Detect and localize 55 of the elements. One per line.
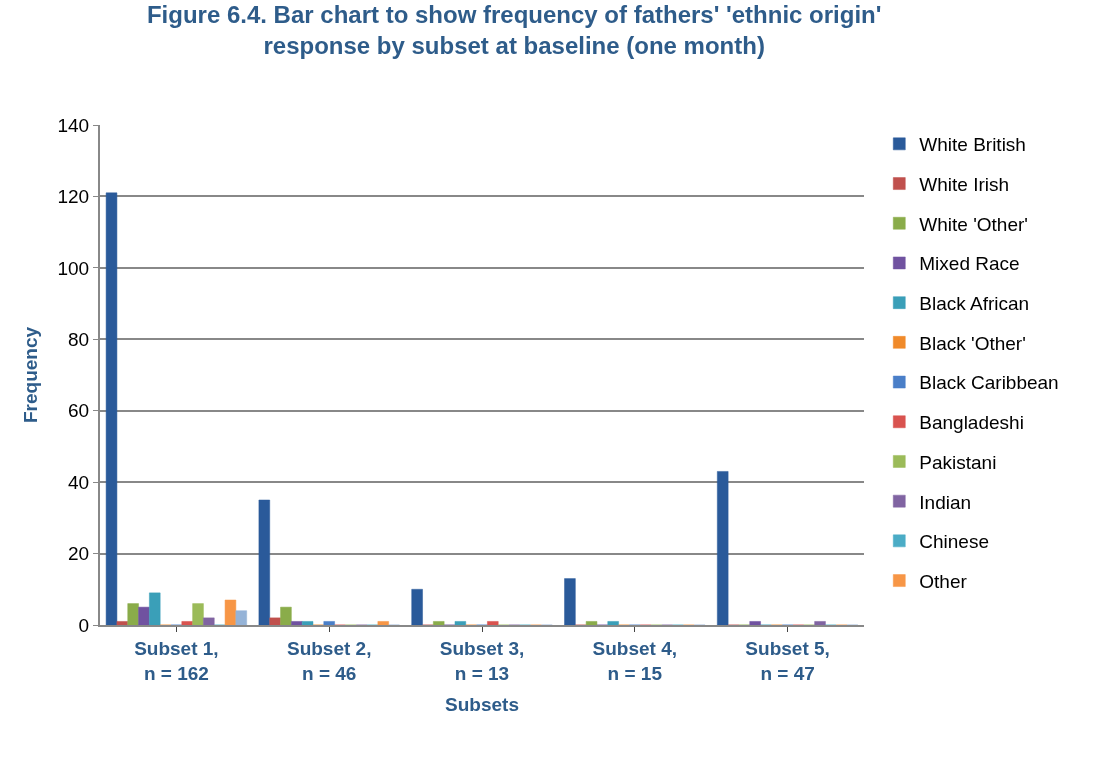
legend-label: Pakistani	[919, 451, 997, 473]
bar	[149, 592, 161, 625]
legend-label: Chinese	[919, 531, 989, 553]
y-tick-label: 0	[78, 614, 90, 636]
bar	[105, 192, 118, 625]
y-axis-title: Frequency	[19, 326, 41, 424]
bar	[127, 603, 139, 625]
legend-label: Mixed Race	[919, 253, 1020, 275]
y-tick-label: 100	[57, 257, 90, 279]
legend-label: White 'Other'	[919, 213, 1028, 235]
bar	[224, 599, 237, 625]
bar	[607, 621, 619, 625]
bar	[749, 621, 761, 625]
y-tick-label: 60	[68, 400, 90, 422]
bar	[235, 610, 247, 625]
bar	[291, 621, 303, 625]
legend-label: White Irish	[919, 173, 1010, 195]
bar	[585, 621, 598, 625]
legend-label: White British	[919, 134, 1026, 156]
legend-label: Other	[919, 570, 968, 592]
bar	[258, 499, 270, 625]
y-tick-label: 140	[57, 114, 90, 136]
y-tick-label: 120	[57, 186, 90, 208]
x-tick-label: Subset 2, n = 46	[286, 637, 372, 684]
bar	[181, 621, 193, 625]
x-tick-label: Subset 4, n = 15	[592, 637, 678, 684]
y-tick-label: 40	[68, 471, 90, 493]
bar	[411, 589, 423, 625]
y-tick-label: 20	[68, 543, 90, 565]
bar	[377, 621, 389, 625]
bar	[433, 621, 445, 625]
bar	[814, 621, 826, 625]
x-tick-label: Subset 5, n = 47	[745, 637, 830, 684]
bar	[301, 621, 314, 625]
chart-title: Figure 6.4. Bar chart to show frequency of fathers' 'ethnic origin' response by subset at baseline (one month)	[146, 0, 882, 60]
legend-label: Indian	[919, 491, 972, 513]
x-tick-label: Subset 1, n = 162	[134, 637, 219, 684]
bar	[454, 621, 467, 625]
y-tick-label: 80	[68, 328, 90, 350]
bar	[564, 578, 576, 625]
bar	[116, 621, 128, 625]
bar	[138, 606, 150, 625]
bar	[323, 621, 335, 625]
bar	[280, 606, 292, 625]
bar	[717, 471, 729, 625]
bar	[269, 617, 281, 625]
x-axis-title: Subsets	[445, 693, 519, 715]
legend-label: Black African	[919, 293, 1030, 315]
legend-label: Black Caribbean	[919, 372, 1059, 394]
bar	[487, 621, 499, 625]
legend-label: Black 'Other'	[919, 332, 1026, 354]
bar	[203, 617, 215, 625]
x-tick-label: Subset 3, n = 13	[439, 637, 525, 684]
bar	[192, 603, 204, 625]
legend-label: Bangladeshi	[919, 412, 1024, 434]
